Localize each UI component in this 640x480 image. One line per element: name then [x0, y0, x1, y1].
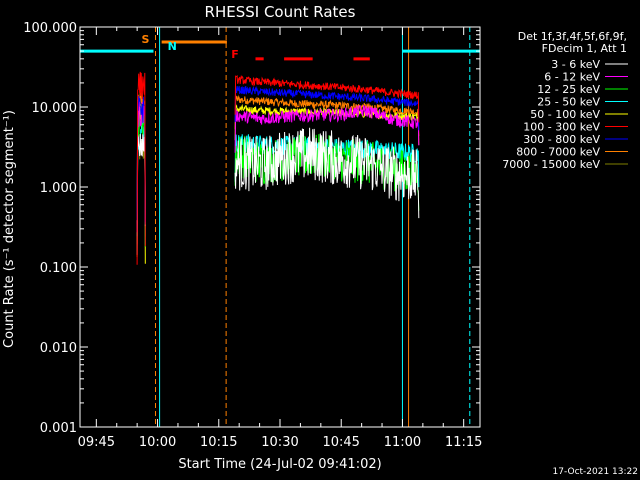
legend-label-8: 7000 - 15000 keV	[502, 158, 600, 171]
legend-label-0: 3 - 6 keV	[551, 58, 600, 71]
y-tick-label-4: 10.000	[32, 101, 78, 116]
series-line-6	[136, 85, 420, 225]
timestamp: 17-Oct-2021 13:22	[553, 467, 638, 477]
y-tick-label-3: 1.000	[40, 181, 77, 196]
x-tick-label-2: 10:15	[200, 435, 237, 450]
legend-label-6: 300 - 800 keV	[523, 133, 600, 146]
legend-header-line-2: FDecim 1, Att 1	[542, 42, 627, 55]
legend-header-line-1: Det 1f,3f,4f,5f,6f,9f,	[518, 30, 627, 43]
legend-label-5: 100 - 300 keV	[523, 121, 600, 134]
x-tick-label-3: 10:30	[261, 435, 298, 450]
legend-label-7: 800 - 7000 keV	[516, 146, 600, 159]
series-line-0	[136, 127, 420, 255]
y-axis-label: Count Rate (s⁻¹ detector segment⁻¹)	[2, 110, 17, 348]
x-tick-label-1: 10:00	[139, 435, 176, 450]
axes: 0.001 0.010 0.100 1.000 10.000 100.000 09:45 10…	[23, 21, 482, 450]
y-tick-label-1: 0.010	[40, 341, 77, 356]
x-tick-label-6: 11:15	[445, 435, 482, 450]
annotation-n: N	[168, 40, 177, 53]
legend-label-1: 6 - 12 keV	[544, 71, 600, 84]
x-tick-label-0: 09:45	[78, 435, 115, 450]
x-tick-label-5: 11:00	[384, 435, 421, 450]
y-tick-label-2: 0.100	[40, 261, 77, 276]
series-line-5	[136, 71, 420, 265]
series-line-1	[136, 100, 420, 233]
annotation-s: S	[141, 33, 149, 46]
x-tick-label-4: 10:45	[322, 435, 359, 450]
y-tick-label-0: 0.001	[40, 421, 77, 436]
legend-label-2: 12 - 25 keV	[537, 83, 600, 96]
y-tick-label-5: 100.000	[23, 21, 77, 36]
annotation-f: F	[231, 48, 239, 61]
chart-title: RHESSI Count Rates	[205, 3, 356, 21]
x-axis-label: Start Time (24-Jul-02 09:41:02)	[178, 457, 381, 472]
legend-label-4: 50 - 100 keV	[530, 108, 600, 121]
legend-label-3: 25 - 50 keV	[537, 96, 600, 109]
